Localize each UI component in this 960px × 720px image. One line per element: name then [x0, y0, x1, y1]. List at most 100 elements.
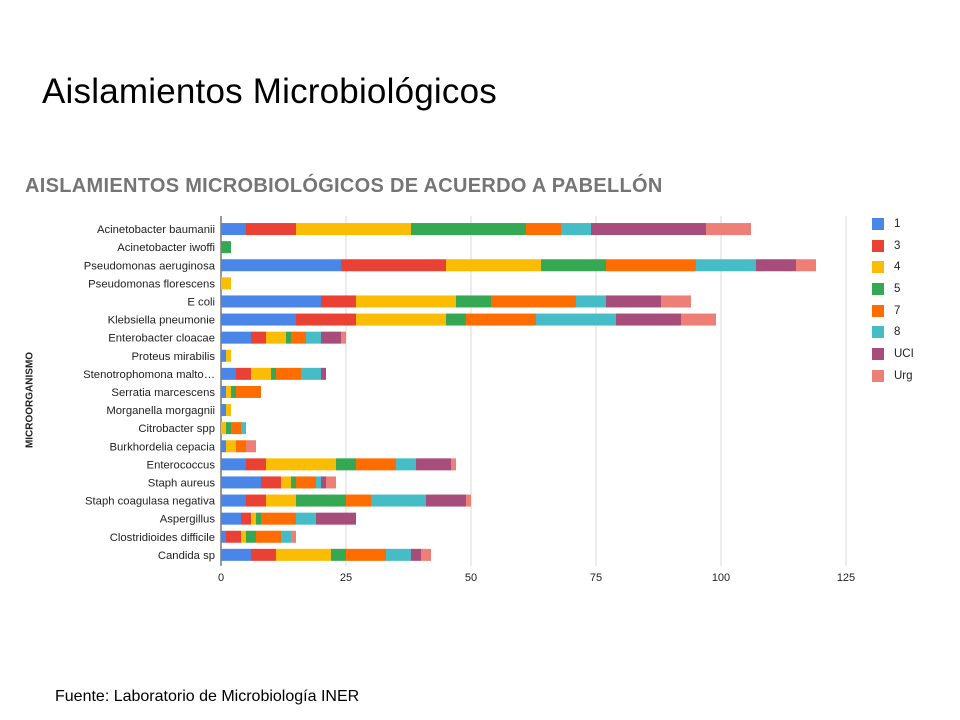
bar-segment-1 — [221, 440, 226, 453]
legend-label: 7 — [894, 304, 901, 317]
category-label: Acinetobacter baumanii — [97, 224, 215, 236]
bar-segment-urg — [661, 295, 691, 308]
bar-segment-7 — [236, 385, 261, 398]
legend-swatch — [872, 261, 884, 274]
category-label: Pseudomonas florescens — [88, 278, 215, 290]
bar-segment-8 — [281, 530, 291, 543]
bar-segment-8 — [576, 295, 606, 308]
bar-segment-4 — [226, 404, 231, 417]
bar-segment-1 — [221, 349, 226, 362]
legend-item: Urg — [872, 365, 914, 387]
category-label: Pseudomonas aeruginosa — [84, 260, 216, 272]
bar-segment-uci — [416, 458, 451, 471]
bar-segment-uci — [606, 295, 661, 308]
bar-segment-8 — [696, 259, 756, 272]
bar-segment-4 — [226, 385, 231, 398]
bar-segment-urg — [706, 223, 751, 236]
bar-segment-urg — [291, 530, 296, 543]
category-label: Acinetobacter iwoffi — [117, 242, 215, 254]
bar-segment-urg — [421, 548, 431, 561]
legend-label: UCI — [894, 347, 914, 360]
bar-segment-5 — [446, 313, 466, 326]
bar-segment-1 — [221, 367, 236, 380]
slide-title: Aislamientos Microbiológicos — [42, 72, 497, 111]
bar-segment-8 — [296, 512, 316, 525]
bar-segment-7 — [256, 530, 281, 543]
category-label: Clostridioides difficile — [110, 532, 215, 544]
bar-segment-5 — [286, 331, 291, 344]
bar-segment-uci — [411, 548, 421, 561]
bar-segment-5 — [221, 241, 231, 254]
bar-segment-5 — [296, 494, 346, 507]
bar-segment-3 — [246, 458, 266, 471]
bar-segment-1 — [221, 404, 226, 417]
bar-segment-1 — [221, 512, 241, 525]
bar-segment-7 — [291, 331, 306, 344]
legend-item: 4 — [872, 256, 914, 278]
bar-segment-3 — [236, 367, 251, 380]
bar-segment-8 — [386, 548, 411, 561]
category-label: Burkhordelia cepacia — [109, 441, 215, 453]
legend-swatch — [872, 347, 884, 360]
x-tick-label: 25 — [340, 572, 352, 584]
bar-segment-3 — [246, 223, 296, 236]
bar-segment-uci — [316, 512, 356, 525]
legend-item: 7 — [872, 300, 914, 322]
bar-segment-urg — [796, 259, 816, 272]
bar-segment-1 — [221, 313, 296, 326]
bar-segment-7 — [231, 422, 241, 435]
category-label: Serratia marcescens — [111, 387, 215, 399]
bar-segment-5 — [541, 259, 606, 272]
bar-segment-5 — [291, 476, 296, 489]
bar-segment-4 — [251, 512, 256, 525]
legend-item: 5 — [872, 278, 914, 300]
source-footer: Fuente: Laboratorio de Microbiología INE… — [55, 688, 360, 705]
bar-segment-8 — [396, 458, 416, 471]
legend-item: 3 — [872, 235, 914, 257]
bar-segment-1 — [221, 494, 246, 507]
bar-segment-1 — [221, 548, 251, 561]
bar-segment-1 — [221, 223, 246, 236]
bar-segment-3 — [341, 259, 446, 272]
bar-segment-8 — [316, 476, 321, 489]
bar-segment-7 — [606, 259, 696, 272]
bar-segment-3 — [251, 331, 266, 344]
bar-segment-4 — [251, 367, 271, 380]
bar-segment-uci — [756, 259, 796, 272]
bar-segment-1 — [221, 385, 226, 398]
bar-segment-3 — [321, 295, 356, 308]
bar-segment-urg — [466, 494, 471, 507]
legend-swatch — [872, 369, 884, 382]
bar-segment-1 — [221, 458, 246, 471]
bar-segment-uci — [616, 313, 681, 326]
legend-label: 5 — [894, 282, 901, 295]
bar-segment-4 — [221, 277, 231, 290]
bar-segment-1 — [221, 295, 321, 308]
bar-segment-4 — [221, 422, 226, 435]
bar-segment-4 — [226, 440, 236, 453]
bar-segment-4 — [241, 530, 246, 543]
bar-segment-7 — [346, 548, 386, 561]
x-tick-label: 75 — [590, 572, 602, 584]
legend-item: 8 — [872, 321, 914, 343]
legend-swatch — [872, 239, 884, 252]
bar-segment-3 — [241, 512, 251, 525]
bar-segment-4 — [266, 458, 336, 471]
bar-segment-4 — [226, 349, 231, 362]
bar-segment-5 — [256, 512, 261, 525]
bar-segment-4 — [281, 476, 291, 489]
bar-segment-7 — [356, 458, 396, 471]
category-label: Stenotrophomona malto… — [83, 369, 215, 381]
bar-segment-3 — [251, 548, 276, 561]
chart-title: AISLAMIENTOS MICROBIOLÓGICOS DE ACUERDO … — [25, 175, 663, 197]
bar-segment-7 — [346, 494, 371, 507]
bar-segment-8 — [306, 331, 321, 344]
legend-label: 1 — [894, 217, 901, 230]
bar-segment-5 — [271, 367, 276, 380]
category-label: Staph aureus — [148, 477, 216, 489]
legend-item: UCI — [872, 343, 914, 365]
bar-segment-3 — [226, 530, 241, 543]
bar-segment-3 — [296, 313, 356, 326]
bar-segment-uci — [321, 331, 341, 344]
chart-legend: 1 3 4 5 7 8 UCI Urg — [872, 213, 914, 387]
